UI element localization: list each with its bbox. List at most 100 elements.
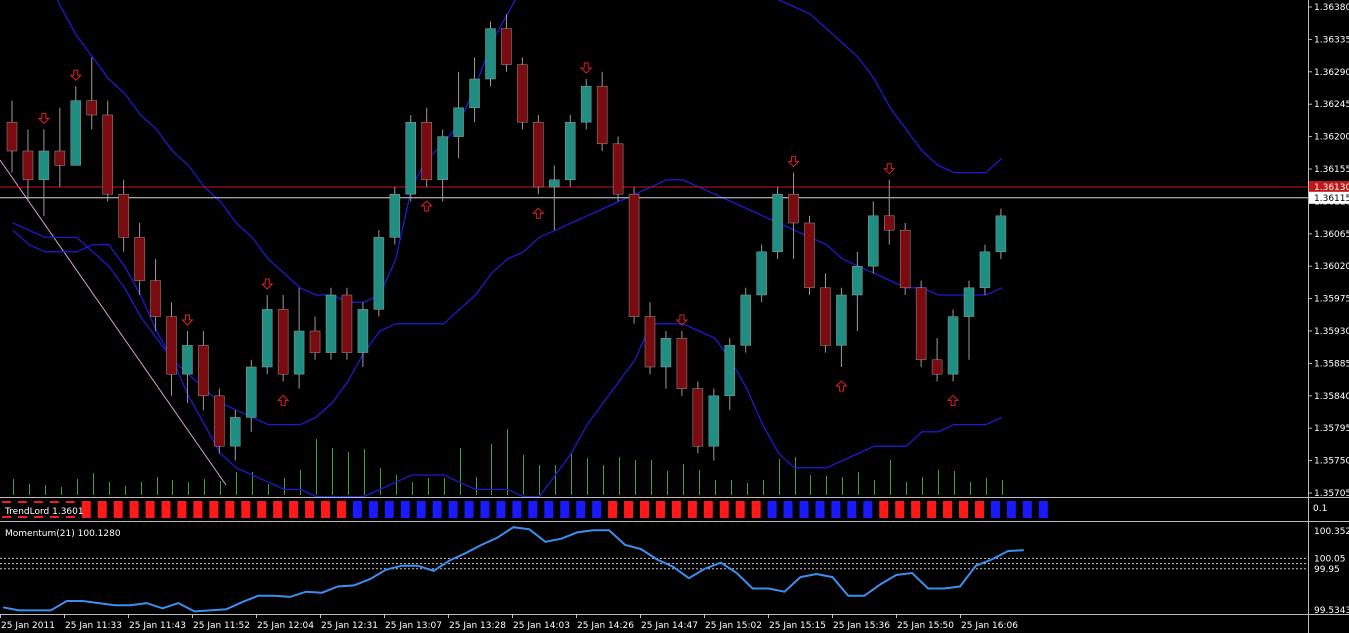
trendlord-block [655, 501, 665, 518]
momentum-label: Momentum(21) 100.1280 [5, 529, 121, 539]
trendlord-block [927, 501, 937, 518]
trendlord-block [879, 501, 889, 518]
trendlord-block [480, 501, 490, 518]
candle-bear [676, 337, 688, 389]
candle-bull [995, 215, 1007, 253]
trendlord-block [321, 501, 330, 518]
trendlord-block [671, 501, 681, 518]
price-tick-label: 1.35840 [1314, 392, 1349, 402]
candle-bear [341, 294, 353, 353]
price-tick-label: 1.35930 [1314, 327, 1349, 337]
price-tick-label: 1.36020 [1314, 262, 1349, 272]
candle-bear [421, 121, 432, 181]
price-tick-label: 1.36335 [1314, 35, 1349, 45]
time-axis: 25 Jan 2011 25 Jan 11:33 25 Jan 11:43 25 Ja… [0, 614, 1018, 631]
candle-bear [214, 395, 225, 447]
candle-bear [150, 280, 161, 317]
trendlord-block [1022, 501, 1032, 518]
candle-bull [246, 366, 257, 418]
trendlord-block [767, 501, 777, 518]
candle-bull [453, 107, 464, 137]
fractal-down-arrow [675, 314, 689, 326]
time-tick-label: 25 Jan 15:36 [833, 621, 890, 631]
candle-bear [102, 114, 113, 195]
candle-bull [724, 345, 735, 397]
time-tick-label: 25 Jan 11:52 [193, 621, 250, 631]
trendlord-block [831, 501, 841, 518]
trendlord-block [815, 501, 825, 518]
candle-bull [947, 316, 959, 375]
price-tick-label: 1.35750 [1314, 457, 1349, 467]
candle-bear [915, 287, 927, 361]
price-tick-label: 1.36065 [1314, 230, 1349, 240]
trendlord-block [177, 501, 187, 518]
price-tick-label: 1.35885 [1314, 359, 1349, 369]
trendlord-block [416, 501, 426, 518]
trendlord-block [241, 501, 251, 518]
trendlord-block [974, 501, 984, 518]
fractal-down-arrow [260, 278, 274, 290]
candle-bear [899, 229, 911, 289]
trendlord-block [703, 501, 713, 518]
red-line-label-bg [1309, 181, 1349, 193]
trendlord-block [257, 501, 267, 518]
trendlord-block [544, 501, 554, 518]
candle-bull [389, 193, 401, 238]
trendlord-block [113, 501, 123, 518]
candle-bear [596, 85, 608, 145]
trendlord-block [911, 501, 921, 518]
candle-bear [628, 193, 640, 317]
candle-bull [772, 193, 783, 253]
trendlord-block [560, 501, 570, 518]
candle-bear [501, 28, 512, 65]
price-tick-label: 1.35795 [1314, 424, 1349, 434]
candle-bear [692, 388, 704, 447]
candle-bull [708, 395, 720, 447]
candle-bull [437, 136, 448, 181]
trendlord-block [943, 501, 953, 518]
candle-bull [963, 287, 975, 317]
trendlord-block [289, 501, 299, 518]
candle-bull [852, 265, 863, 296]
momentum-panel: Momentum(21) 100.1280 [0, 526, 1349, 615]
time-tick-label: 25 Jan 16:06 [961, 621, 1018, 631]
trendlord-scale-label: 0.1 [1313, 504, 1327, 514]
time-tick-label: 25 Jan 12:04 [257, 621, 314, 631]
candle-bull [230, 417, 241, 447]
momentum-line [2, 526, 1024, 613]
trendlord-block [751, 501, 761, 518]
candle-bear [884, 215, 895, 231]
candle-bull [485, 28, 496, 80]
bollinger-upper-line [56, 0, 1003, 303]
candle-bull [565, 121, 576, 181]
trendlord-block [352, 501, 362, 518]
price-tick-label: 1.36380 [1314, 3, 1349, 13]
trendlord-block [273, 501, 283, 518]
candle-bull [469, 78, 480, 109]
candle-bull [38, 150, 50, 181]
price-tick-label: 1.35705 [1314, 489, 1349, 499]
trendlord-block [863, 501, 873, 518]
candle-bull [357, 309, 369, 353]
candle-bear [804, 222, 815, 289]
time-tick-label: 25 Jan 14:03 [513, 621, 570, 631]
candle-bear [820, 287, 831, 346]
trendlord-block [384, 501, 394, 518]
candle-bull [549, 179, 560, 188]
trendlord-panel: TrendLord 1.3601 0.1 [0, 497, 1349, 522]
candle-bear [6, 121, 18, 152]
trendlord-block [528, 501, 538, 518]
trendlord-block [305, 501, 315, 518]
candle-bull [836, 294, 847, 346]
candle-bull [293, 330, 305, 375]
candle-bull [868, 215, 879, 267]
price-tick-label: 1.36155 [1314, 165, 1349, 175]
trendlord-label-bg [2, 503, 78, 516]
candle-bull [373, 237, 385, 310]
time-tick-label: 25 Jan 2011 [1, 621, 55, 631]
candle-bear [134, 237, 145, 281]
bid-line-label-bg [1309, 191, 1349, 204]
candle-bull [979, 251, 991, 289]
